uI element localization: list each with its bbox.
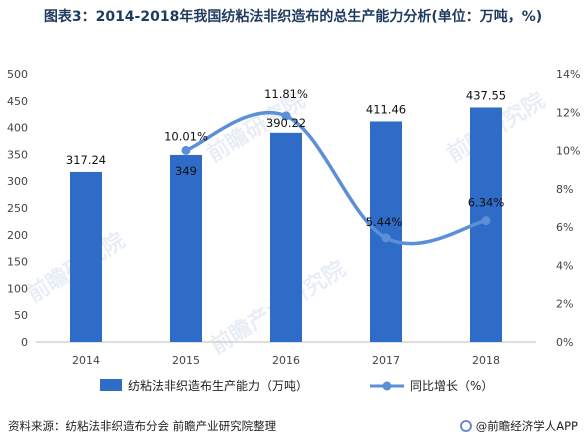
legend-line-marker bbox=[382, 381, 392, 391]
bar-value-label: 349 bbox=[175, 164, 197, 178]
x-tick-label: 2017 bbox=[372, 354, 400, 367]
line-point bbox=[181, 145, 191, 155]
x-axis: 2014 2015 2016 2017 2018 bbox=[36, 341, 536, 367]
bar bbox=[170, 154, 202, 342]
x-tick-label: 2018 bbox=[472, 354, 500, 367]
bar-value-label: 390.22 bbox=[266, 116, 306, 130]
right-tick-label: 8% bbox=[556, 183, 573, 196]
legend-line-label: 同比增长（%） bbox=[410, 379, 493, 393]
right-tick-label: 10% bbox=[556, 145, 580, 158]
source-note: 资料来源：纺粘法非织造布分会 前瞻产业研究院整理 bbox=[8, 419, 277, 433]
right-tick-label: 0% bbox=[556, 336, 573, 349]
left-tick-label: 450 bbox=[7, 95, 28, 108]
left-tick-label: 250 bbox=[7, 202, 28, 215]
bar-series bbox=[70, 107, 502, 342]
legend: 纺粘法非织造布生产能力（万吨） 同比增长（%） bbox=[100, 378, 493, 393]
line-value-label: 11.81% bbox=[264, 87, 308, 101]
left-tick-label: 50 bbox=[14, 309, 28, 322]
brand-logo-icon bbox=[459, 420, 472, 432]
bar bbox=[70, 171, 102, 342]
legend-bar-swatch bbox=[100, 379, 122, 391]
right-tick-label: 6% bbox=[556, 221, 573, 234]
left-axis: 0 50 100 150 200 250 300 350 400 450 500 bbox=[7, 68, 28, 349]
chart-title: 图表3：2014-2018年我国纺粘法非织造布的总生产能力分析(单位：万吨，%) bbox=[43, 9, 543, 25]
legend-bar-label: 纺粘法非织造布生产能力（万吨） bbox=[128, 378, 308, 393]
bar-value-label: 411.46 bbox=[366, 102, 406, 116]
left-tick-label: 500 bbox=[7, 68, 28, 81]
line-series bbox=[181, 110, 491, 246]
left-tick-label: 400 bbox=[7, 122, 28, 135]
line-value-label: 10.01% bbox=[164, 129, 208, 143]
left-tick-label: 200 bbox=[7, 229, 28, 242]
data-labels: 317.24 349 390.22 411.46 437.55 10.01% 11.81% 5… bbox=[66, 87, 506, 229]
left-tick-label: 300 bbox=[7, 175, 28, 188]
left-tick-label: 350 bbox=[7, 148, 28, 161]
x-tick-label: 2014 bbox=[72, 354, 100, 367]
bar-value-label: 317.24 bbox=[66, 153, 106, 167]
line-value-label: 6.34% bbox=[468, 196, 505, 210]
line-point bbox=[281, 111, 291, 121]
right-tick-label: 14% bbox=[556, 68, 580, 81]
right-tick-label: 12% bbox=[556, 106, 580, 119]
right-tick-label: 2% bbox=[556, 298, 573, 311]
line-value-label: 5.44% bbox=[366, 215, 403, 229]
line-point bbox=[481, 216, 491, 226]
right-axis: 0% 2% 4% 6% 8% 10% 12% 14% bbox=[556, 68, 580, 349]
bar bbox=[270, 132, 302, 342]
right-tick-label: 4% bbox=[556, 259, 573, 272]
left-tick-label: 0 bbox=[21, 336, 28, 349]
brand-text: @前瞻经济学人APP bbox=[475, 419, 578, 433]
x-tick-label: 2016 bbox=[272, 354, 300, 367]
line-point bbox=[381, 233, 391, 243]
bar-value-label: 437.55 bbox=[466, 88, 506, 102]
left-tick-label: 150 bbox=[7, 256, 28, 269]
left-tick-label: 100 bbox=[7, 282, 28, 295]
x-tick-label: 2015 bbox=[172, 354, 200, 367]
brand-credit: @前瞻经济学人APP bbox=[459, 418, 578, 434]
growth-line bbox=[185, 110, 487, 246]
